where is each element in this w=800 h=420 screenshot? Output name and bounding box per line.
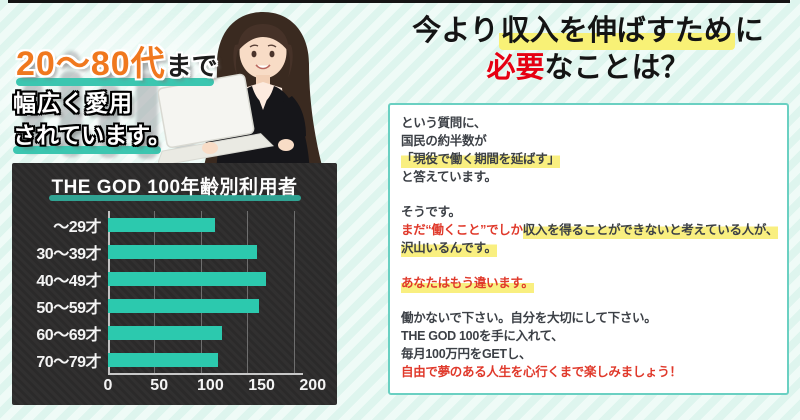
- chart-x-tick: 100: [197, 377, 224, 394]
- section-heading: 今より収入を伸ばすために 必要なことは？: [383, 13, 793, 87]
- chart-gridline: [200, 211, 202, 373]
- hero-headline-age-range: 20〜80代: [16, 45, 166, 83]
- chart-row: 〜29才: [22, 211, 327, 238]
- heading-line2: 必要なことは？: [383, 50, 793, 87]
- chart-row: 40〜49才: [22, 265, 327, 292]
- text-segment-plain: という質問に、: [401, 116, 487, 130]
- text-segment-plain: 働かないで下さい。自分を大切にして下さい。: [401, 311, 657, 325]
- paragraph: という質問に、 国民の約半数が「現役で働く期間を延ばす」 と答えています。: [401, 114, 776, 186]
- hero-headline-line2: 幅広く愛用: [13, 90, 133, 116]
- heading-line1-pre: 今より: [412, 15, 499, 47]
- heading-line1-highlighted: 収入を伸ばすため: [498, 15, 735, 50]
- heading-line1-post: に: [734, 15, 764, 47]
- top-divider: [8, 0, 790, 3]
- text-segment-hl: 収入を得ることができないと考えている人が、: [522, 223, 779, 239]
- text-segment-hl: 「現役で働く期間を延ばす」: [401, 152, 560, 168]
- chart-gridline: [108, 211, 110, 373]
- text-line: 沢山いるんです。: [401, 239, 776, 257]
- chart-x-tick: 0: [103, 377, 113, 394]
- headline-underline: [13, 146, 161, 154]
- chart-row-track: [108, 319, 303, 346]
- hero-headline-made: まで: [165, 51, 218, 81]
- heading-line2-rest: なことは？: [544, 52, 690, 84]
- chart-row-track: [108, 211, 303, 238]
- text-line: という質問に、: [401, 114, 776, 132]
- chart-x-axis: 0 50 100 150 200: [104, 373, 327, 399]
- text-segment-red: 自由で夢のある人生を心行くまで楽しみましょう！: [401, 365, 682, 379]
- body-text-box: という質問に、 国民の約半数が「現役で働く期間を延ばす」 と答えています。 そうです。…: [388, 103, 789, 395]
- chart-x-tick: 150: [248, 377, 275, 394]
- text-line: 国民の約半数が: [401, 132, 776, 150]
- chart-row-label: 40〜49才: [36, 272, 101, 290]
- businesswoman-photo: [158, 12, 322, 174]
- chart-row-track: [108, 346, 303, 373]
- chart-bar: [108, 244, 257, 259]
- chart-bar: [108, 325, 223, 340]
- hero-headline-line1: 20〜80代まで: [16, 36, 218, 85]
- text-segment-red: まだ“働くこと”でしか: [401, 223, 523, 237]
- text-line: 「現役で働く期間を延ばす」: [401, 150, 776, 168]
- chart-row-label: 30〜39才: [36, 245, 101, 263]
- chart-bar: [108, 271, 266, 286]
- text-line: と答えています。: [401, 168, 776, 186]
- chart-gridline: [154, 211, 156, 373]
- hero-headline-line3: されています。: [13, 122, 172, 148]
- text-segment-plain: THE GOD 100を手に入れて、: [401, 329, 564, 343]
- paragraph: あなたはもう違います。: [401, 274, 776, 293]
- text-line: あなたはもう違います。: [401, 274, 776, 293]
- headline-underline: [16, 78, 214, 86]
- chart-title: THE GOD 100年齢別利用者: [51, 177, 298, 198]
- text-segment-plain: 毎月100万円をGETし、: [401, 347, 532, 361]
- age-chart-panel: THE GOD 100年齢別利用者 〜29才 30〜39才 40〜49才 50〜59才…: [12, 163, 337, 405]
- text-line: 自由で夢のある人生を心行くまで楽しみましょう！: [401, 363, 776, 381]
- chart-bar: [108, 298, 260, 313]
- chart-row-label: 50〜59才: [36, 299, 101, 317]
- chart-row-label: 60〜69才: [36, 326, 101, 344]
- text-line: 働かないで下さい。自分を大切にして下さい。: [401, 309, 776, 327]
- chart-grid: [108, 211, 303, 375]
- chart-row-label: 〜29才: [53, 218, 101, 236]
- text-segment-plain: 国民の約半数が: [401, 134, 487, 148]
- hero-photo-area: 20〜80代まで 幅広く愛用 されています。: [0, 0, 395, 175]
- chart-gridline: [293, 211, 295, 373]
- chart-x-tick: 200: [299, 377, 327, 394]
- chart-bar: [108, 217, 215, 232]
- heading-line1: 今より収入を伸ばすために: [383, 13, 793, 50]
- paragraph: そうです。 まだ“働くこと”でしか収入を得ることができないと考えている人が、 沢山い…: [401, 203, 779, 257]
- text-segment-redhl: あなたはもう違います。: [401, 276, 534, 293]
- chart-title-underline: [48, 195, 301, 201]
- text-line: まだ“働くこと”でしか収入を得ることができないと考えている人が、: [401, 221, 779, 239]
- text-line: THE GOD 100を手に入れて、: [401, 327, 776, 345]
- chart-row: 60〜69才: [22, 319, 327, 346]
- chart-row-label: 70〜79才: [36, 353, 101, 371]
- chart-row: 30〜39才: [22, 238, 327, 265]
- text-segment-plain: と答えています。: [401, 170, 497, 184]
- text-line: そうです。: [401, 203, 776, 221]
- chart-row-track: [108, 292, 303, 319]
- text-segment-hl: 沢山いるんです。: [401, 241, 497, 257]
- text-line: 毎月100万円をGETし、: [401, 345, 776, 363]
- chart-row: 70〜79才: [22, 346, 327, 373]
- chart-row-track: [108, 265, 303, 292]
- heading-line2-red: 必要: [486, 52, 545, 84]
- text-segment-plain: そうです。: [401, 205, 461, 219]
- chart-body: 〜29才 30〜39才 40〜49才 50〜59才 60〜69才 70〜79才 0 50 10…: [22, 211, 327, 399]
- chart-x-tick: 50: [150, 377, 169, 394]
- chart-gridline: [247, 211, 249, 373]
- chart-row-track: [108, 238, 303, 265]
- paragraph: 働かないで下さい。自分を大切にして下さい。 THE GOD 100を手に入れて、毎…: [401, 309, 776, 381]
- chart-bar: [108, 352, 218, 367]
- chart-row: 50〜59才: [22, 292, 327, 319]
